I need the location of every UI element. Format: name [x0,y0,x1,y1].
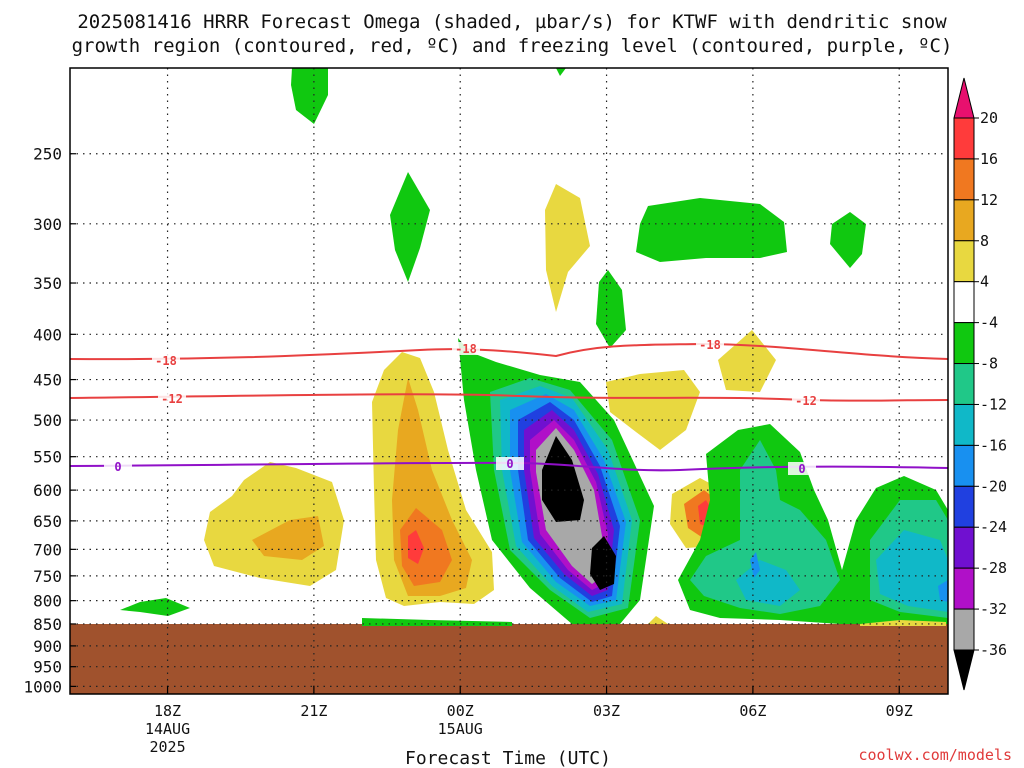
contour-label-bg [696,338,724,351]
colorbar-label: -8 [980,355,998,373]
y-tick-label: 250 [33,145,62,164]
y-tick-label: 650 [33,512,62,531]
colorbar-segment [953,158,975,201]
colorbar-segment [953,567,975,610]
y-tick-label: 300 [33,215,62,234]
colorbar-label: 16 [980,150,998,168]
contour-label: -12 [795,394,817,408]
colorbar-segment [953,485,975,528]
colorbar-bottom-arrow [953,649,975,691]
contour-label: -12 [161,392,183,406]
x-tick-label: 00Z [447,702,474,720]
y-tick-label: 450 [33,371,62,390]
colorbar-segment [953,281,975,324]
contour-label-bg [788,462,816,475]
y-tick-label: 400 [33,325,62,344]
contour-label: 0 [114,460,121,474]
x-tick-date: 15AUG [438,720,483,738]
x-tick-label: 06Z [739,702,766,720]
y-tick-label: 600 [33,481,62,500]
contour-label: -18 [155,354,177,368]
colorbar-segment [953,240,975,283]
colorbar-segment [953,608,975,651]
colorbar-segment [953,117,975,160]
contour-label-bg [496,457,524,470]
contour-label-bg [792,394,820,407]
colorbar-label: -12 [980,395,1007,413]
y-tick-label: 1000 [23,677,62,696]
y-tick-label: 700 [33,540,62,559]
terrain-fill [70,624,948,694]
colorbar-label: -24 [980,518,1007,536]
y-tick-label: 850 [33,615,62,634]
plot-frame [69,67,949,695]
chart-title-line2: growth region (contoured, red, ºC) and f… [72,35,953,57]
y-tick-label: 800 [33,592,62,611]
y-tick-label: 350 [33,274,62,293]
colorbar-segment [953,322,975,365]
x-tick-label: 21Z [300,702,327,720]
y-tick-label: 550 [33,448,62,467]
x-axis-label: Forecast Time (UTC) [405,748,611,768]
axes: 250 300 350 400 450 500 550 600 650 700 750 800 850 9… [23,67,949,756]
colorbar-label: -20 [980,477,1007,495]
colorbar-label: -4 [980,314,998,332]
colorbar-label: 20 [980,109,998,127]
colorbar-segment [953,526,975,569]
chart-title-line1: 2025081416 HRRR Forecast Omega (shaded, … [77,11,947,33]
contour-label-bg [158,392,186,405]
colorbar-label: 4 [980,273,989,291]
colorbar: 20 16 12 8 4 -4 -8 -12 -16 -20 -24 -28 -32 -36 [953,77,1007,691]
colorbar-label: 12 [980,191,998,209]
grid-lines [70,68,948,694]
colorbar-top-arrow [953,77,975,119]
colorbar-segment [953,403,975,446]
colorbar-label: -32 [980,600,1007,618]
x-tick-label: 03Z [593,702,620,720]
colorbar-segment [953,199,975,242]
colorbar-label: -36 [980,641,1007,659]
credit-text: coolwx.com/models [858,746,1012,764]
contour-label: -18 [699,338,721,352]
colorbar-segment [953,444,975,487]
y-tick-label: 500 [33,411,62,430]
x-tick-year: 2025 [149,738,185,756]
x-tick-label: 09Z [886,702,913,720]
colorbar-label: -28 [980,559,1007,577]
colorbar-segment [953,363,975,405]
omega-shading [70,68,948,694]
contour-line-m12 [69,393,949,402]
y-tick-label: 750 [33,567,62,586]
x-tick-date: 14AUG [145,720,190,738]
x-tick-label: 18Z [154,702,181,720]
contour-label-bg [152,354,180,367]
contour-label: -18 [455,342,477,356]
colorbar-label: 8 [980,232,989,250]
temperature-contours: -18 -18 -18 -12 -12 0 0 0 [69,338,949,476]
colorbar-label: -16 [980,436,1007,454]
contour-line-m18 [69,342,949,361]
contour-label-bg [104,460,132,473]
y-tick-label: 900 [33,637,62,656]
y-tick-label: 950 [33,658,62,677]
contour-label: 0 [798,462,805,476]
contour-label: 0 [506,457,513,471]
contour-label-bg [452,342,480,355]
